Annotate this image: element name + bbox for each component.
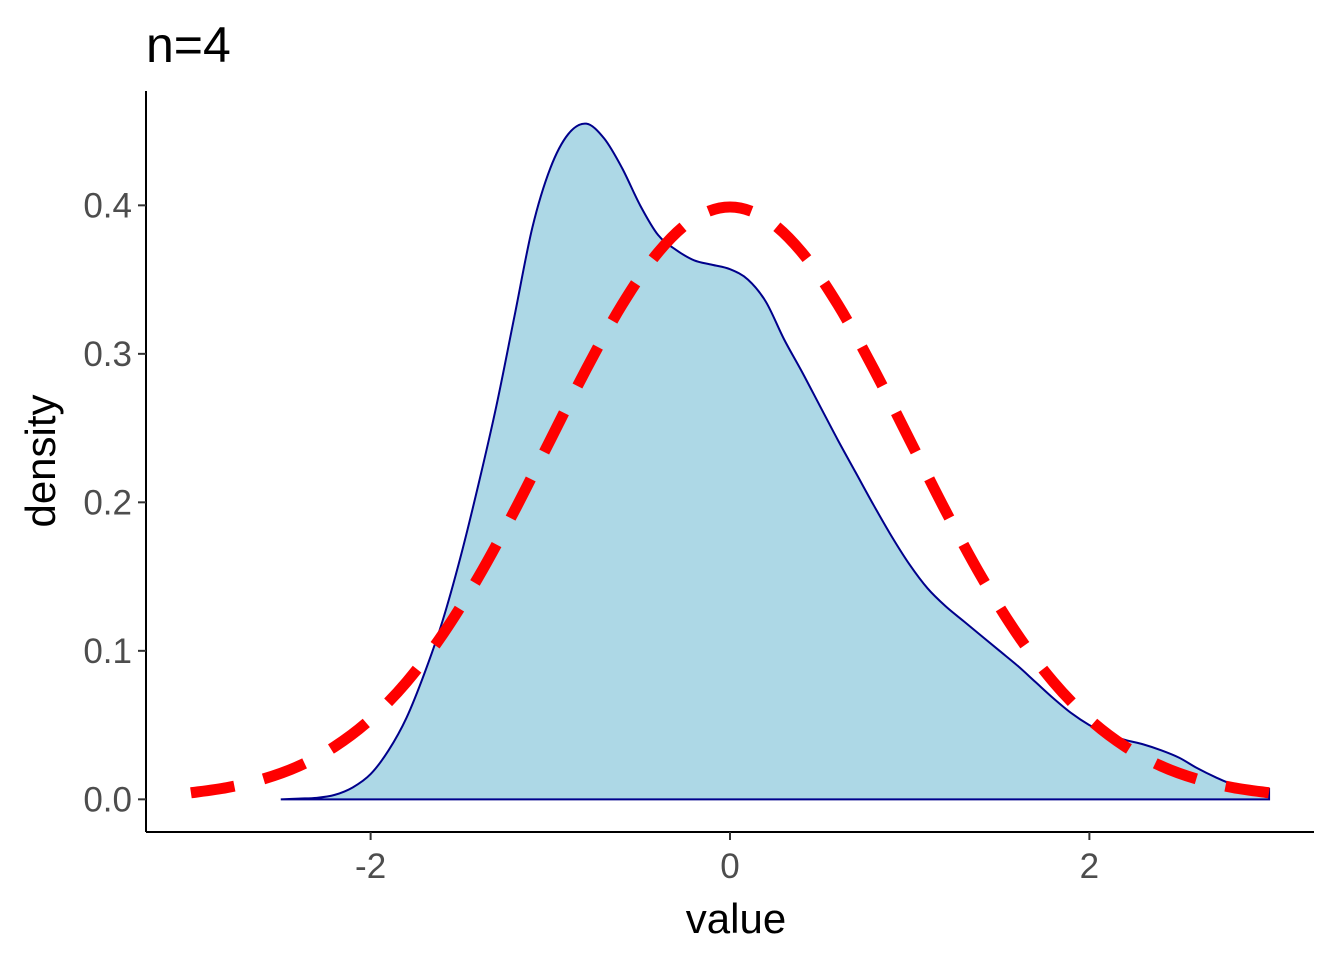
plot-area	[190, 122, 1271, 801]
x-axis-title: value	[686, 895, 786, 942]
y-tick-label: 0.0	[83, 780, 132, 819]
x-tick-label: -2	[355, 847, 386, 886]
chart-title: n=4	[146, 17, 231, 73]
y-tick-label: 0.4	[83, 186, 132, 225]
density-area	[280, 122, 1271, 801]
normal-reference-curve	[190, 201, 1270, 799]
x-tick-label: 2	[1080, 847, 1099, 886]
y-tick-label: 0.3	[83, 335, 132, 374]
x-axis-ticks: -2 0 2	[355, 832, 1099, 886]
y-tick-label: 0.2	[83, 483, 132, 522]
y-axis-ticks: 0.0 0.1 0.2 0.3 0.4	[83, 186, 146, 819]
x-tick-label: 0	[720, 847, 739, 886]
y-axis-title: density	[17, 394, 64, 527]
y-tick-label: 0.1	[83, 632, 132, 671]
